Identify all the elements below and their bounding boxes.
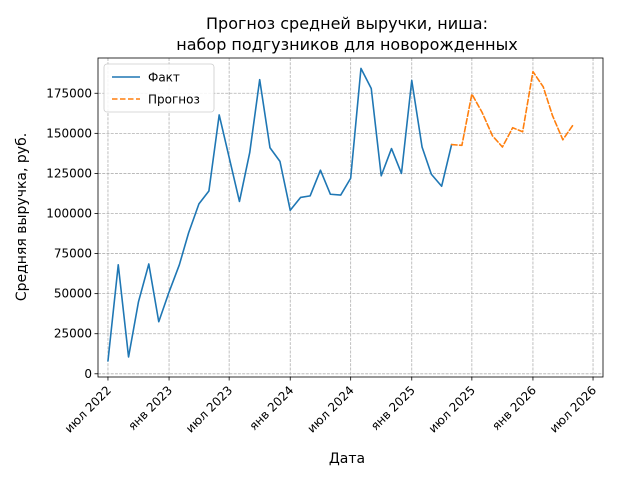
x-tick-label: июл 2026 xyxy=(547,383,599,435)
series-layer xyxy=(107,67,574,362)
x-tick-label: янв 2023 xyxy=(125,383,175,433)
grid-lines xyxy=(98,58,603,377)
y-tick-label: 150000 xyxy=(46,126,92,140)
x-axis: июл 2022 янв 2023 июл 2023 янв 2024 июл 2024… xyxy=(62,377,599,436)
y-tick-label: 125000 xyxy=(46,166,92,180)
x-tick-label: янв 2024 xyxy=(247,383,297,433)
x-tick-label: июл 2025 xyxy=(426,383,478,435)
y-tick-label: 0 xyxy=(84,367,92,381)
y-tick-label: 175000 xyxy=(46,86,92,100)
x-tick-label: июл 2023 xyxy=(183,383,235,435)
x-tick-label: июл 2024 xyxy=(305,383,357,435)
chart-title: Прогноз средней выручки, ниша: набор под… xyxy=(176,14,517,54)
y-tick-label: 75000 xyxy=(54,247,92,261)
legend: Факт Прогноз xyxy=(103,63,215,113)
y-axis-label: Средняя выручка, руб. xyxy=(14,133,30,301)
y-tick-label: 100000 xyxy=(46,206,92,220)
x-axis-label: Дата xyxy=(329,451,365,467)
x-tick-label: июл 2022 xyxy=(62,383,114,435)
series-line-actual xyxy=(107,67,453,362)
chart-title-line-2: набор подгузников для новорожденных xyxy=(176,35,517,54)
legend-label: Прогноз xyxy=(148,93,200,107)
series-line-forecast xyxy=(450,70,574,148)
x-tick-label: янв 2025 xyxy=(368,383,418,433)
y-tick-label: 25000 xyxy=(54,327,92,341)
legend-box xyxy=(103,63,215,113)
y-tick-label: 50000 xyxy=(54,287,92,301)
legend-label: Факт xyxy=(148,71,180,85)
y-axis: 0 25000 50000 75000 100000 125000 150000 175000 xyxy=(46,86,98,381)
chart-title-line-1: Прогноз средней выручки, ниша: xyxy=(206,14,488,33)
x-tick-label: янв 2026 xyxy=(489,383,539,433)
